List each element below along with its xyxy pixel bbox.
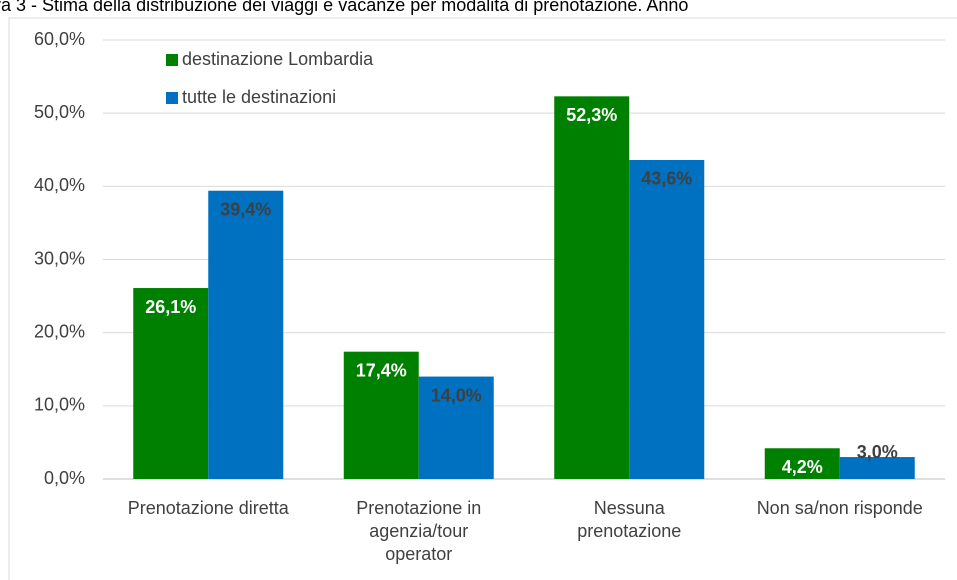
x-tick-label: Nessuna prenotazione — [577, 498, 682, 541]
value-label: 14,0% — [431, 385, 482, 405]
y-tick-label: 30,0% — [34, 248, 85, 268]
value-label: 17,4% — [356, 360, 407, 380]
legend-label: tutte le destinazioni — [182, 87, 336, 107]
legend-swatch — [166, 92, 178, 104]
x-tick-label: Non sa/non risponde — [756, 498, 923, 518]
bar — [208, 190, 284, 479]
value-label: 26,1% — [145, 297, 196, 317]
y-tick-label: 20,0% — [34, 321, 85, 341]
bar — [133, 288, 209, 479]
value-label: 39,4% — [220, 199, 271, 219]
y-tick-label: 40,0% — [34, 175, 85, 195]
value-label: 4,2% — [782, 457, 823, 477]
legend-label: destinazione Lombardia — [182, 49, 374, 69]
x-tick-label: Prenotazione diretta — [127, 498, 289, 518]
chart-title: ura 3 - Stima della distribuzione dei vi… — [0, 0, 688, 15]
value-label: 3,0% — [857, 442, 898, 462]
bar — [764, 448, 840, 479]
bar — [629, 159, 705, 479]
legend-swatch — [166, 54, 178, 66]
value-label: 52,3% — [566, 105, 617, 125]
y-tick-label: 0,0% — [44, 468, 85, 488]
bar — [418, 376, 494, 479]
x-tick-label: Prenotazione in agenzia/tour operator — [356, 498, 482, 564]
bar — [554, 96, 630, 480]
bar — [839, 457, 915, 479]
chart-border — [8, 17, 957, 580]
y-tick-label: 60,0% — [34, 29, 85, 49]
y-tick-label: 10,0% — [34, 395, 85, 415]
value-label: 43,6% — [641, 169, 692, 189]
y-tick-label: 50,0% — [34, 102, 85, 122]
bar — [343, 351, 419, 479]
